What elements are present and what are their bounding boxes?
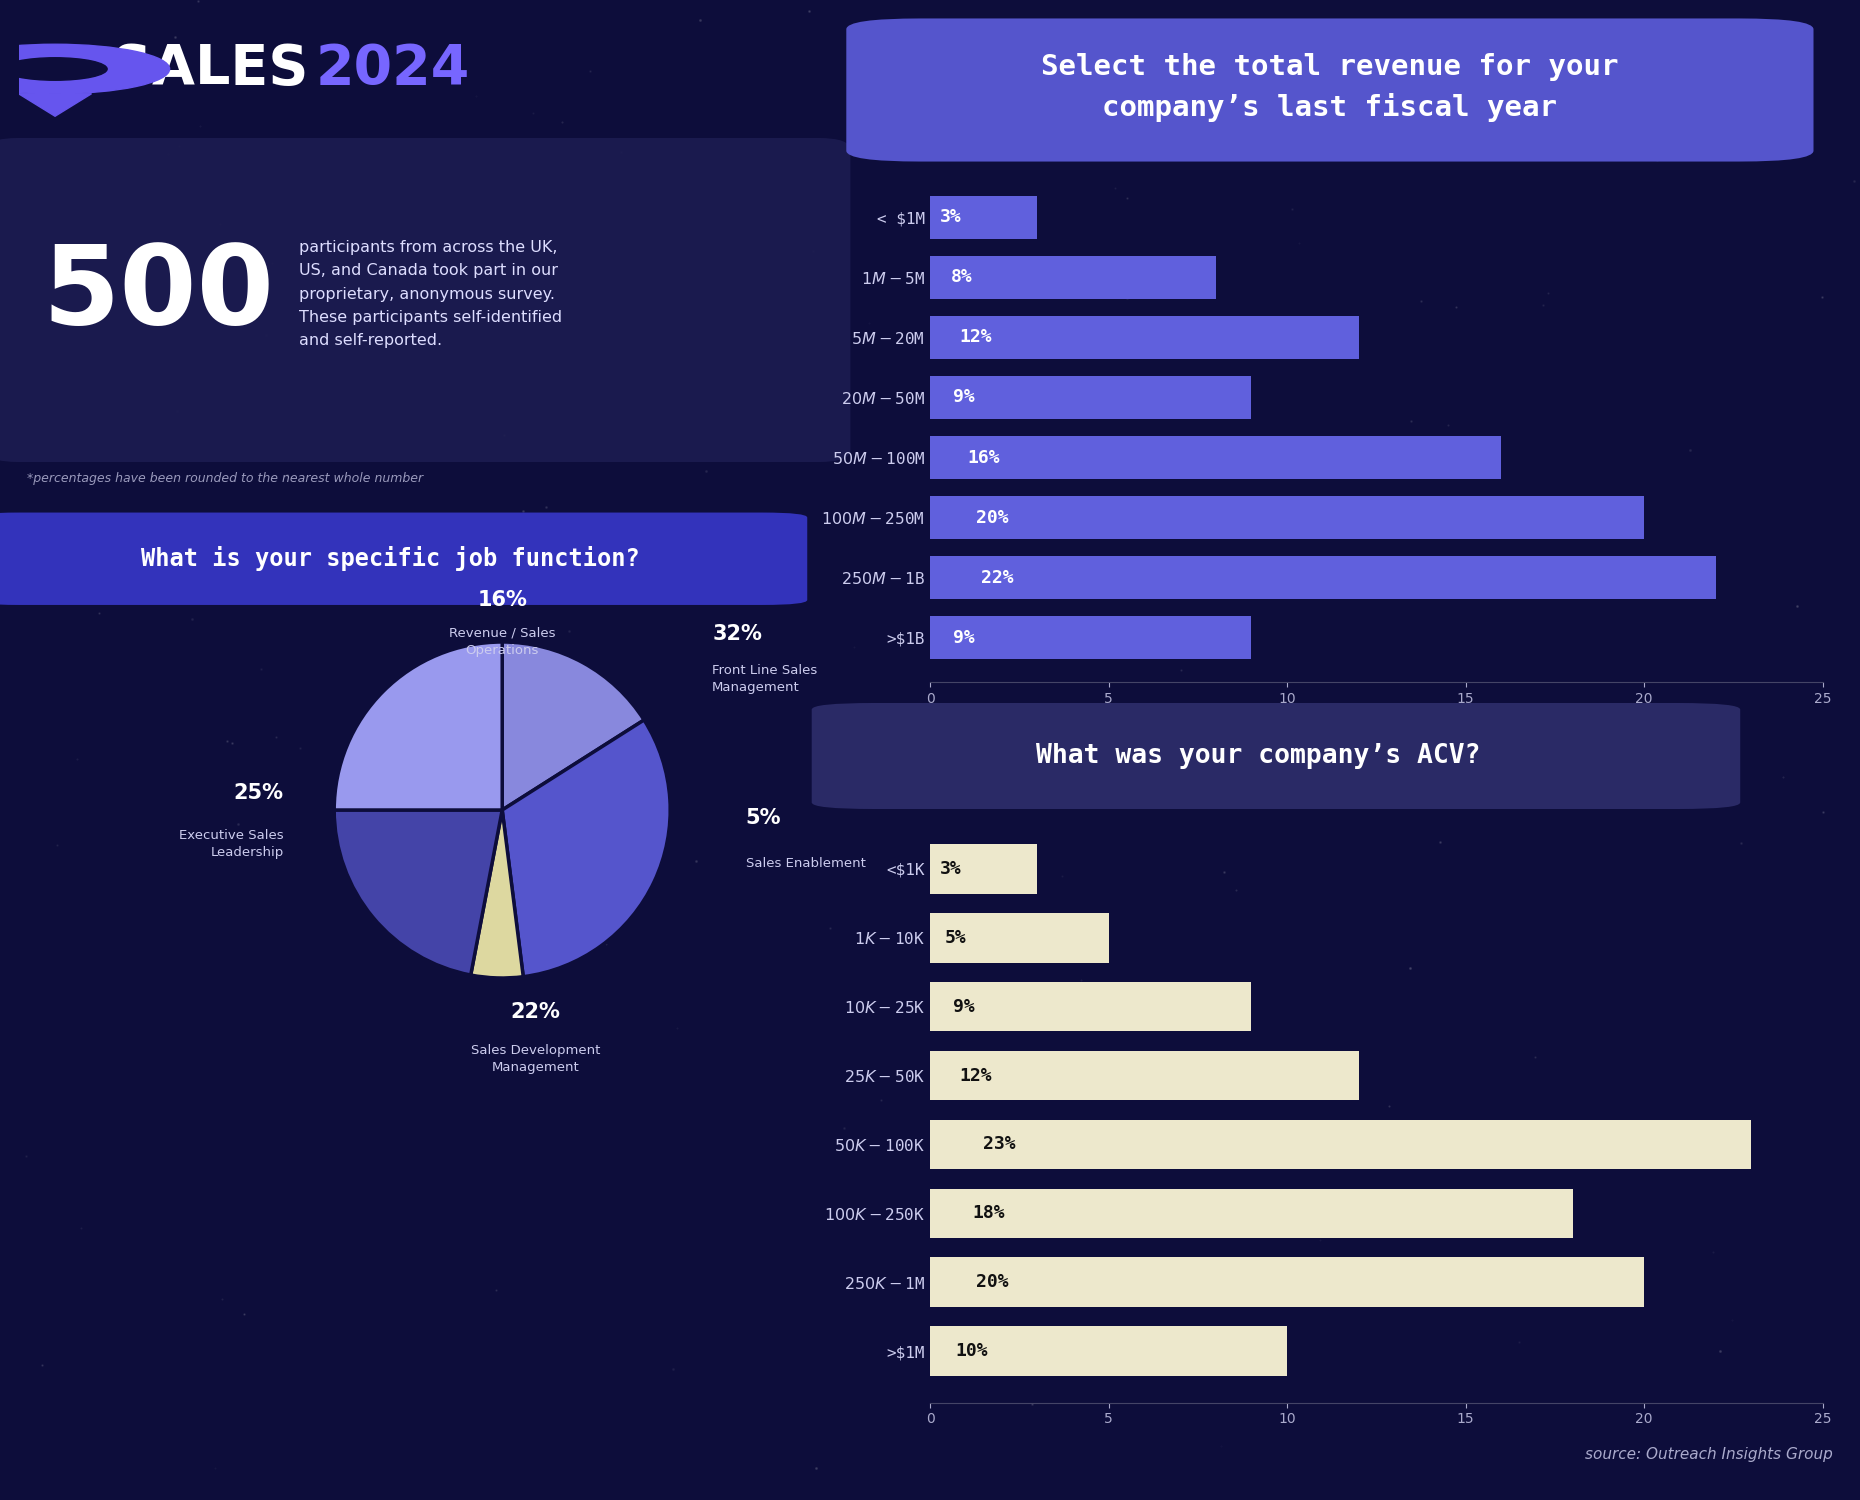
Text: 3%: 3%: [939, 209, 962, 226]
Text: 12%: 12%: [960, 1066, 991, 1084]
FancyBboxPatch shape: [811, 704, 1741, 809]
Text: Executive Sales
Leadership: Executive Sales Leadership: [179, 828, 285, 858]
Text: 2024: 2024: [316, 42, 471, 96]
Text: 23%: 23%: [982, 1136, 1016, 1154]
Polygon shape: [19, 93, 91, 117]
Text: 3%: 3%: [939, 859, 962, 877]
Text: 9%: 9%: [952, 998, 975, 1016]
Text: 22%: 22%: [980, 568, 1014, 586]
Text: *percentages have been rounded to the nearest whole number: *percentages have been rounded to the ne…: [26, 472, 422, 484]
FancyBboxPatch shape: [0, 513, 807, 604]
Text: 500: 500: [43, 240, 275, 348]
Wedge shape: [471, 810, 523, 978]
Text: 8%: 8%: [950, 268, 973, 286]
Bar: [930, 616, 1252, 660]
Bar: [930, 1188, 1574, 1237]
Text: What is your specific job function?: What is your specific job function?: [141, 546, 640, 572]
Text: 5%: 5%: [746, 808, 781, 828]
Text: Revenue / Sales
Operations: Revenue / Sales Operations: [448, 627, 556, 657]
Circle shape: [0, 45, 169, 93]
Text: 9%: 9%: [952, 628, 975, 646]
Wedge shape: [502, 642, 644, 810]
Wedge shape: [502, 720, 670, 976]
Bar: [930, 436, 1501, 478]
FancyBboxPatch shape: [0, 138, 850, 462]
Text: Front Line Sales
Management: Front Line Sales Management: [712, 664, 817, 694]
FancyBboxPatch shape: [846, 18, 1814, 162]
Bar: [930, 982, 1252, 1032]
Wedge shape: [335, 810, 502, 975]
Text: Sales Enablement: Sales Enablement: [746, 858, 865, 870]
Bar: [930, 1326, 1287, 1376]
Wedge shape: [335, 642, 502, 810]
Bar: [930, 255, 1216, 298]
Text: source: Outreach Insights Group: source: Outreach Insights Group: [1585, 1448, 1834, 1462]
Text: 10%: 10%: [954, 1342, 988, 1360]
Text: 16%: 16%: [967, 448, 1001, 466]
Circle shape: [4, 57, 108, 80]
Text: Sales Development
Management: Sales Development Management: [471, 1044, 601, 1074]
Text: 20%: 20%: [976, 509, 1010, 526]
Text: 22%: 22%: [512, 1002, 560, 1022]
Bar: [930, 316, 1358, 358]
Bar: [930, 914, 1109, 963]
Bar: [930, 844, 1038, 894]
Text: participants from across the UK,
US, and Canada took part in our
proprietary, an: participants from across the UK, US, and…: [298, 240, 562, 348]
Bar: [930, 1257, 1644, 1306]
Text: 20%: 20%: [976, 1274, 1010, 1292]
Text: 5%: 5%: [945, 928, 965, 946]
Text: 25%: 25%: [234, 783, 285, 802]
Bar: [930, 195, 1038, 238]
Text: 18%: 18%: [973, 1204, 1004, 1222]
Bar: [930, 556, 1715, 600]
Text: 16%: 16%: [478, 590, 526, 610]
Text: SALES: SALES: [112, 42, 309, 96]
Bar: [930, 376, 1252, 419]
Bar: [930, 496, 1644, 538]
Text: 12%: 12%: [960, 328, 991, 346]
Text: 9%: 9%: [952, 388, 975, 406]
Text: What was your company’s ACV?: What was your company’s ACV?: [1036, 742, 1481, 770]
Text: Select the total revenue for your
company’s last fiscal year: Select the total revenue for your compan…: [1042, 53, 1618, 122]
Bar: [930, 1052, 1358, 1101]
Text: 32%: 32%: [712, 624, 763, 644]
Bar: [930, 1119, 1752, 1168]
